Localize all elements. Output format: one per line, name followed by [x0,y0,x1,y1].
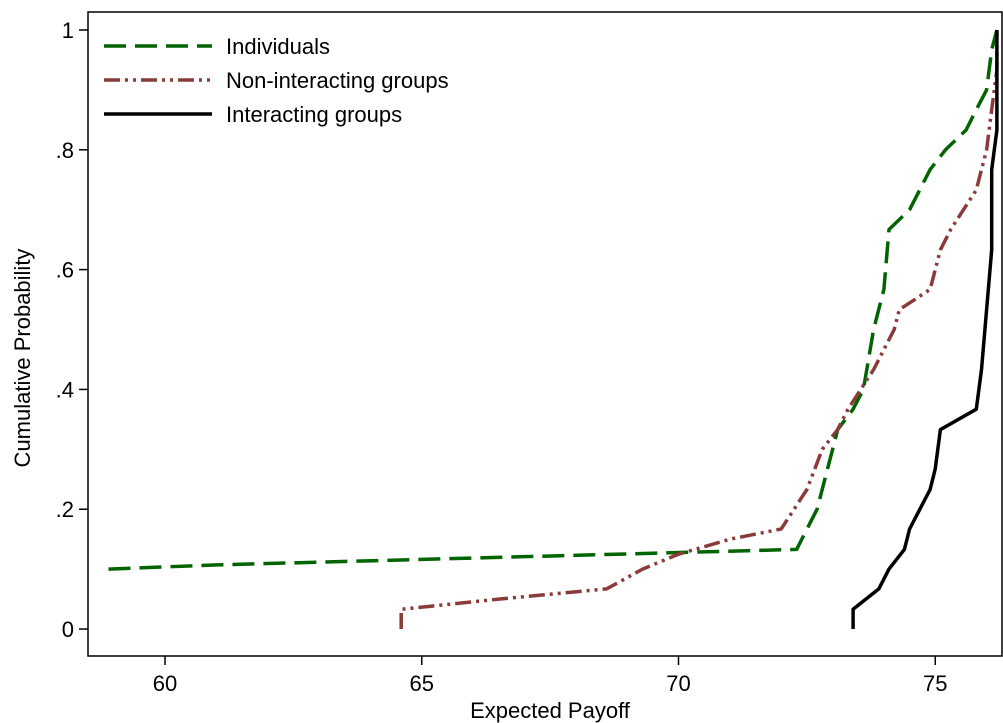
x-axis: 60 65 70 75 [153,656,947,696]
y-tick-label: 1 [62,18,74,43]
plot-border [87,11,1003,657]
y-tick-label: .2 [56,497,74,522]
x-axis-title: Expected Payoff [470,698,631,723]
legend-label-3: Interacting groups [226,102,402,127]
y-tick-label: .8 [56,138,74,163]
plot-frame [87,11,1003,657]
x-tick-label: 65 [410,671,434,696]
x-tick-label: 70 [666,671,690,696]
y-tick-label: .4 [56,377,74,402]
series-group [108,29,999,629]
y-tick-label: .6 [56,258,74,283]
legend-label-2: Non-interacting groups [226,68,449,93]
series-line-3 [851,30,999,629]
x-tick-label: 60 [153,671,177,696]
y-axis: 0 .2 .4 .6 .8 1 [56,18,88,642]
y-tick-label: 0 [62,617,74,642]
series-line-1 [108,29,999,571]
x-tick-label: 75 [923,671,947,696]
legend-label-1: Individuals [226,34,330,59]
y-axis-title: Cumulative Probability [10,249,35,468]
series-line-2 [399,30,999,629]
legend: Individuals Non-interacting groups Interac… [104,34,449,127]
